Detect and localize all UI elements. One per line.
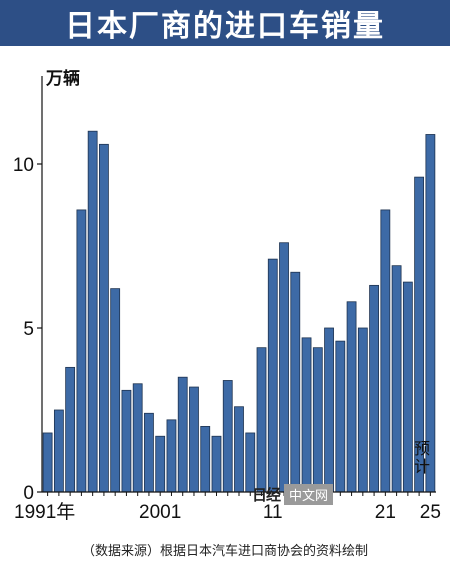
bar <box>155 435 166 493</box>
y-tick-label: 10 <box>13 155 34 176</box>
x-tick-label: 21 <box>375 502 396 523</box>
bar <box>267 258 278 493</box>
y-tick-label: 0 <box>23 483 34 504</box>
nikkei-logo-mark: 日经 <box>252 485 281 504</box>
bar-chart: 0 5 10 1991年 2001 11 21 25 <box>13 76 441 523</box>
bar <box>290 271 301 493</box>
bar <box>189 386 199 493</box>
bar <box>200 425 211 493</box>
bar <box>132 383 143 493</box>
bar <box>76 209 87 493</box>
bar <box>279 242 289 493</box>
bar <box>121 389 132 493</box>
bar <box>166 419 177 493</box>
x-tick-label: 1991年 <box>14 501 75 523</box>
chart-title: 日本厂商的进口车销量 <box>65 9 385 44</box>
bar <box>369 284 379 493</box>
source-note: （数据来源）根据日本汽车进口商协会的资料绘制 <box>81 544 368 559</box>
bar <box>324 327 334 493</box>
bar <box>301 337 312 493</box>
bar <box>402 281 413 493</box>
bar <box>53 409 64 493</box>
bar <box>256 347 267 493</box>
bar <box>222 380 233 493</box>
bar <box>391 265 402 493</box>
bar <box>335 340 346 493</box>
bar <box>87 130 98 493</box>
bar <box>211 435 222 493</box>
x-tick-label: 25 <box>420 502 441 523</box>
bar <box>357 327 368 493</box>
bar <box>380 209 391 493</box>
forecast-note: 预计 <box>414 439 431 476</box>
bar <box>234 406 244 493</box>
title-bar: 日本厂商的进口车销量 <box>0 0 450 46</box>
bar <box>144 412 154 493</box>
x-tick-label: 11 <box>263 502 283 523</box>
y-axis-unit-label: 万辆 <box>46 69 80 89</box>
bar <box>42 432 53 493</box>
watermark-text: 中文网 <box>284 483 334 505</box>
bar <box>312 347 323 493</box>
bar <box>346 301 357 493</box>
bar <box>110 288 121 493</box>
bar <box>99 143 109 493</box>
bar <box>177 376 188 493</box>
y-tick-label: 5 <box>23 319 34 340</box>
x-tick-label: 2001 <box>139 502 181 523</box>
bar <box>65 366 76 493</box>
watermark: 日经 中文网 <box>252 483 380 505</box>
